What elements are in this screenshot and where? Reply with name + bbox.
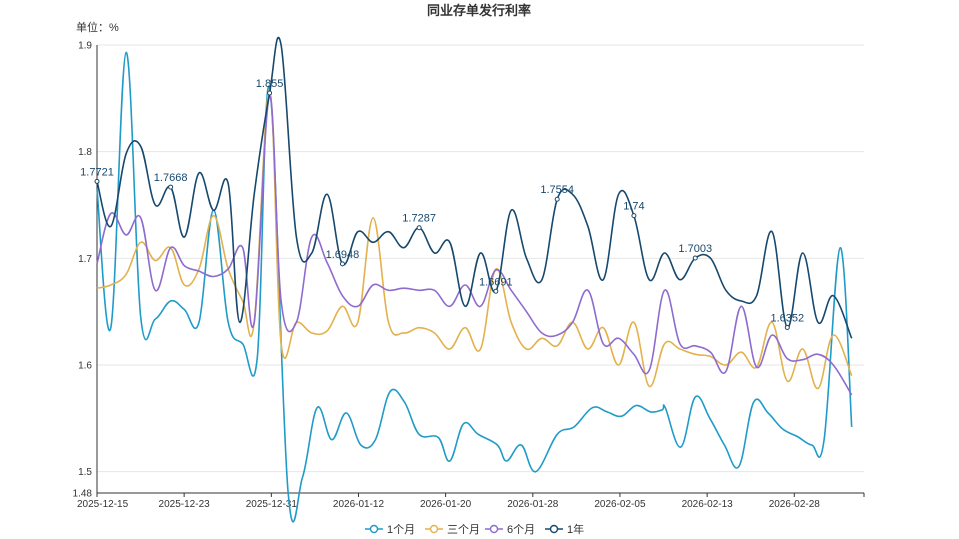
series-group [96, 36, 853, 523]
data-point-marker[interactable] [416, 225, 422, 231]
axes: 1.48 1.5 1.6 1.7 1.8 1.9 2025-12-15 2025-12-23 2… [73, 41, 865, 510]
grid [97, 44, 864, 494]
data-label: 1.7668 [154, 172, 188, 184]
data-point-marker[interactable] [267, 90, 273, 96]
legend-swatch-marker [489, 524, 499, 534]
chart-title: 同业存单发行利率 [427, 3, 531, 18]
data-point-marker[interactable] [692, 255, 698, 261]
series-line-3[interactable] [96, 36, 853, 339]
y-tick-label: 1.7 [78, 254, 92, 265]
legend-item-3[interactable]: 1年 [545, 522, 584, 536]
y-tick-label: 1.5 [78, 467, 92, 478]
data-point-marker[interactable] [168, 184, 174, 190]
x-tick-label: 2026-01-12 [333, 499, 385, 510]
data-label: 1.7287 [402, 213, 436, 225]
legend-swatch-marker [369, 524, 379, 534]
data-label: 1.6948 [326, 249, 360, 261]
x-tick-label: 2025-12-31 [246, 499, 298, 510]
y-axis-unit-label: 单位：% [76, 20, 119, 34]
data-point-marker[interactable] [554, 196, 560, 202]
legend-item-1[interactable]: 三个月 [425, 523, 480, 536]
legend-item-0[interactable]: 1个月 [365, 523, 415, 536]
data-point-marker[interactable] [339, 261, 345, 267]
legend-item-2[interactable]: 6个月 [485, 523, 535, 536]
y-tick-label: 1.6 [78, 361, 92, 372]
x-tick-label: 2026-02-28 [769, 499, 821, 510]
y-tick-label: 1.48 [73, 489, 93, 500]
data-point-marker[interactable] [493, 288, 499, 294]
data-point-marker[interactable] [631, 213, 637, 219]
legend-label: 1个月 [387, 523, 415, 536]
data-label: 1.7554 [540, 184, 574, 196]
data-label: 1.6352 [770, 312, 804, 324]
x-tick-label: 2025-12-23 [159, 499, 211, 510]
x-tick-label: 2026-01-20 [420, 499, 472, 510]
data-label: 1.7721 [80, 166, 114, 178]
x-tick-label: 2026-02-05 [594, 499, 646, 510]
data-label: 1.7003 [678, 243, 712, 255]
series-line-2[interactable] [96, 95, 853, 396]
legend-swatch-marker [429, 524, 439, 534]
legend-label: 1年 [567, 522, 584, 536]
data-label: 1.74 [623, 201, 644, 213]
series-line-0[interactable] [96, 51, 853, 523]
legend-label: 6个月 [507, 523, 535, 536]
x-tick-label: 2026-02-13 [682, 499, 734, 510]
data-label: 1.855 [256, 78, 284, 90]
data-point-marker[interactable] [94, 178, 100, 184]
data-labels: 1.7721 1.7668 1.855 1.6948 1.7287 1.6691 1.755… [80, 78, 804, 330]
x-tick-label: 2025-12-15 [77, 499, 129, 510]
x-tick-label: 2026-01-28 [507, 499, 559, 510]
y-tick-label: 1.9 [78, 41, 92, 52]
legend[interactable]: 1个月 三个月 6个月 1年 [365, 522, 584, 536]
legend-label: 三个月 [447, 523, 480, 536]
legend-swatch-marker [549, 524, 559, 534]
data-point-marker[interactable] [784, 324, 790, 330]
series-line-1[interactable] [96, 88, 853, 390]
data-label: 1.6691 [479, 276, 513, 288]
y-tick-label: 1.8 [78, 147, 92, 158]
